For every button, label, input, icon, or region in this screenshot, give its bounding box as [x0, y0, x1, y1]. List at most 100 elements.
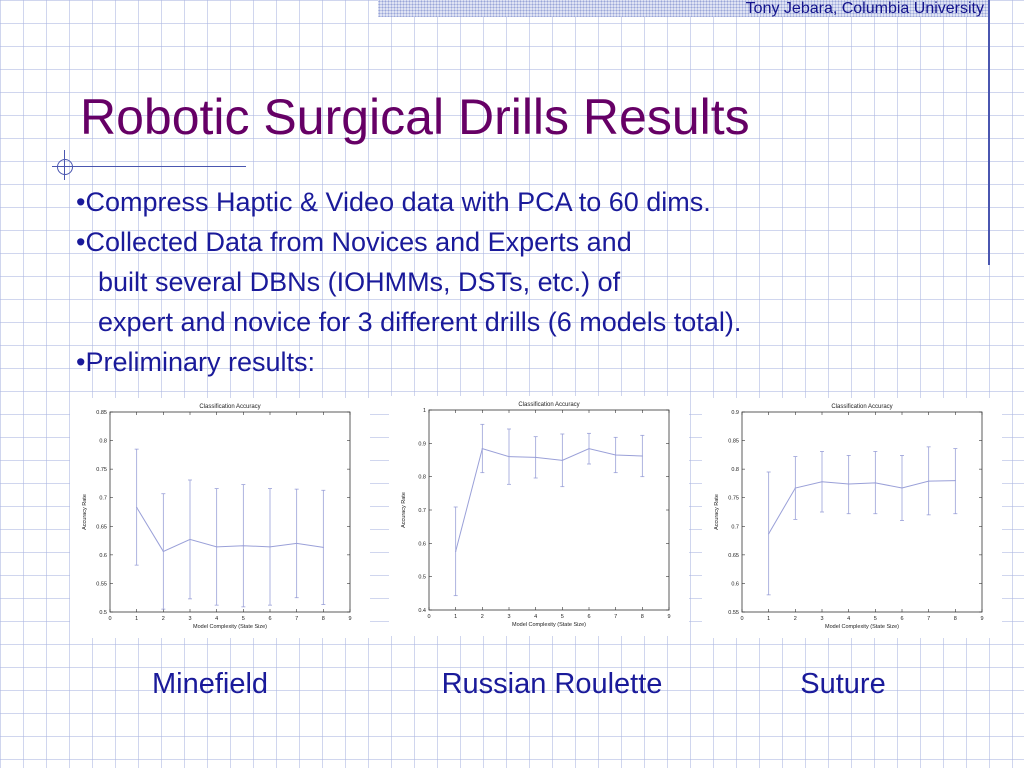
chart-russian-roulette: Classification Accuracy 0 1 2 3 4 5 6 7 8 9 0.4 0.5 0… — [401, 402, 671, 628]
data-point — [455, 550, 457, 552]
y-tick-label: 0.7 — [99, 496, 107, 502]
chart-title: Classification Accuracy — [831, 404, 892, 410]
y-tick-label: 0.85 — [96, 410, 107, 416]
data-point — [821, 481, 823, 483]
y-tick-label: 0.8 — [731, 467, 739, 473]
chart-caption-suture: Suture — [800, 668, 886, 700]
data-point — [535, 456, 537, 458]
attribution-text: Tony Jebara, Columbia University — [745, 0, 984, 17]
y-tick-label: 1 — [423, 408, 426, 414]
data-point — [296, 542, 298, 545]
x-tick-label: 3 — [507, 614, 510, 620]
plot-frame — [109, 411, 351, 613]
y-tick-label: 0.6 — [99, 553, 107, 559]
data-point — [588, 448, 590, 450]
y-axis-label: Accuracy Rate — [714, 494, 720, 530]
x-tick-label: 2 — [794, 616, 797, 622]
data-point — [189, 538, 191, 541]
data-point — [216, 546, 218, 548]
x-axis-label: Model Complexity (State Size) — [825, 624, 899, 630]
series-line — [136, 507, 324, 553]
y-tick-label: 0.85 — [728, 439, 739, 445]
data-point — [162, 550, 164, 553]
data-point — [794, 487, 796, 489]
y-tick-label: 0.7 — [731, 524, 739, 530]
y-tick-label: 0.9 — [418, 441, 426, 447]
x-tick-label: 1 — [135, 616, 138, 622]
x-tick-label: 8 — [641, 614, 644, 620]
data-point — [928, 480, 930, 482]
bullet-item: •Preliminary results: — [76, 347, 316, 377]
x-tick-label: 5 — [242, 616, 245, 622]
data-point — [508, 456, 510, 458]
decorative-vertical-line — [988, 0, 990, 265]
x-tick-label: 1 — [454, 614, 457, 620]
chart-title: Classification Accuracy — [518, 402, 579, 408]
y-tick-label: 0.55 — [96, 581, 107, 587]
data-point — [561, 459, 563, 461]
y-tick-label: 0.8 — [99, 439, 107, 445]
x-tick-label: 9 — [980, 616, 983, 622]
x-axis-label: Model Complexity (State Size) — [193, 624, 267, 630]
x-tick-label: 4 — [534, 614, 537, 620]
y-tick-label: 0.65 — [728, 553, 739, 559]
data-point — [901, 487, 903, 489]
data-point — [322, 546, 324, 549]
series-line — [455, 448, 643, 552]
x-tick-label: 3 — [188, 616, 191, 622]
y-tick-label: 0.8 — [418, 475, 426, 481]
chart-caption-minefield: Minefield — [151, 668, 269, 700]
x-tick-label: 6 — [268, 616, 271, 622]
series-line — [768, 480, 956, 534]
bullet-item: •Compress Haptic & Video data with PCA t… — [76, 187, 711, 217]
y-tick-label: 0.55 — [728, 610, 739, 616]
data-point — [641, 455, 643, 457]
x-tick-label: 5 — [561, 614, 564, 620]
y-tick-label: 0.75 — [728, 496, 739, 502]
data-point — [768, 533, 770, 535]
bullet-item: •Collected Data from Novices and Experts… — [76, 227, 632, 257]
bullet-list: •Compress Haptic & Video data with PCA t… — [76, 182, 741, 382]
y-tick-label: 0.75 — [96, 467, 107, 473]
x-tick-label: 4 — [215, 616, 218, 622]
data-point — [269, 546, 271, 548]
x-tick-label: 1 — [767, 616, 770, 622]
x-tick-label: 7 — [295, 616, 298, 622]
plot-frame — [741, 411, 983, 613]
chart-title: Classification Accuracy — [199, 404, 260, 410]
x-tick-label: 8 — [954, 616, 957, 622]
chart-minefield: Classification Accuracy 0 1 2 3 4 5 6 7 8 9 0.5 0.55… — [82, 404, 352, 630]
x-tick-label: 0 — [108, 616, 111, 622]
x-tick-label: 0 — [427, 614, 430, 620]
slide-title: Robotic Surgical Drills Results — [80, 89, 750, 145]
x-tick-label: 2 — [481, 614, 484, 620]
y-tick-label: 0.65 — [96, 524, 107, 530]
y-axis-label: Accuracy Rate — [401, 492, 407, 528]
y-tick-label: 0.6 — [418, 541, 426, 547]
decorative-circle — [57, 159, 73, 175]
x-tick-label: 7 — [614, 614, 617, 620]
x-tick-label: 9 — [667, 614, 670, 620]
y-tick-label: 0.4 — [418, 608, 426, 614]
data-point — [874, 482, 876, 484]
y-tick-label: 0.5 — [418, 575, 426, 581]
data-point — [481, 448, 483, 450]
y-tick-label: 0.6 — [731, 581, 739, 587]
y-tick-label: 0.7 — [418, 508, 426, 514]
x-tick-label: 7 — [927, 616, 930, 622]
y-tick-label: 0.9 — [731, 410, 739, 416]
decorative-horizontal-line — [52, 166, 246, 167]
x-tick-label: 4 — [847, 616, 850, 622]
bullet-item-continuation: built several DBNs (IOHMMs, DSTs, etc.) … — [98, 267, 621, 297]
data-point — [848, 483, 850, 485]
plot-frame — [428, 409, 670, 611]
x-tick-label: 6 — [587, 614, 590, 620]
x-tick-label: 3 — [820, 616, 823, 622]
x-tick-label: 6 — [900, 616, 903, 622]
x-tick-label: 8 — [322, 616, 325, 622]
chart-suture: Classification Accuracy 0 1 2 3 4 5 6 7 8 9 0.55 0.6… — [714, 404, 984, 630]
y-tick-label: 0.5 — [99, 610, 107, 616]
chart-panel-russian-roulette: Classification Accuracy 0 1 2 3 4 5 6 7 8 9 0.4 0.5 0… — [389, 396, 689, 636]
x-axis-label: Model Complexity (State Size) — [512, 622, 586, 628]
chart-panel-suture: Classification Accuracy 0 1 2 3 4 5 6 7 8 9 0.55 0.6… — [702, 398, 1002, 638]
